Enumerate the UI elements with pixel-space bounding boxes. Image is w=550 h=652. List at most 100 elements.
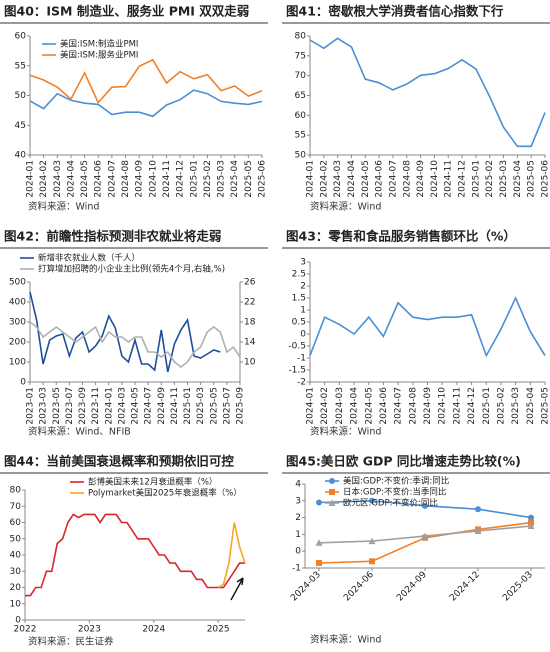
x-tick-label: 2023-11 bbox=[91, 387, 101, 425]
y-tick-label: 4 bbox=[295, 480, 301, 490]
point bbox=[329, 478, 335, 484]
chart-title: 图43：零售和食品服务销售额环比（%） bbox=[286, 229, 516, 244]
y-tick-label: 1 bbox=[295, 530, 301, 540]
x-tick-label: 2025-03 bbox=[217, 160, 227, 198]
x-tick-label: 2024-08 bbox=[402, 160, 412, 198]
y-tick-label: 70 bbox=[10, 502, 22, 512]
x-tick-label: 2024-11 bbox=[452, 387, 462, 425]
legend-label: 美国:ISM:制造业PMI bbox=[60, 39, 138, 50]
x-tick-label: 2024-02 bbox=[319, 160, 329, 198]
point bbox=[369, 558, 375, 565]
series-line bbox=[29, 58, 263, 105]
point bbox=[528, 514, 534, 521]
x-tick-label: 2024 bbox=[142, 625, 165, 635]
x-tick-label: 2025-05 bbox=[209, 387, 219, 425]
y-tick-label: 0 bbox=[20, 378, 26, 388]
y2-tick-label: 14 bbox=[244, 338, 256, 348]
x-tick-label: 2024-10 bbox=[430, 160, 440, 198]
y-tick-label: 30 bbox=[10, 567, 22, 577]
x-tick-label: 2025-05 bbox=[527, 160, 537, 198]
x-tick-label: 2024-02 bbox=[39, 160, 49, 198]
x-tick-label: 2024-11 bbox=[170, 387, 180, 425]
series-line bbox=[25, 513, 245, 597]
x-tick-label: 2025-01 bbox=[189, 160, 199, 198]
x-tick-label: 2023 bbox=[78, 625, 101, 635]
x-tick-label: 2024-01 bbox=[104, 387, 114, 425]
x-tick-label: 2023-03 bbox=[39, 387, 49, 425]
x-tick-label: 2024-05 bbox=[80, 160, 90, 198]
x-tick-label: 2024-11 bbox=[444, 160, 454, 198]
y-tick-label: 200 bbox=[9, 338, 26, 348]
x-tick-label: 2024-05 bbox=[131, 387, 141, 425]
point bbox=[316, 559, 322, 566]
x-tick-label: 2024-12 bbox=[448, 570, 482, 604]
legend-label: 新增非农就业人数（千人） bbox=[38, 253, 140, 264]
y-tick-label: 55 bbox=[295, 131, 306, 141]
legend-label: 日本:GDP:不变价:当季同比 bbox=[343, 487, 446, 498]
x-tick-label: 2024-09 bbox=[157, 387, 167, 425]
y-tick-label: 75 bbox=[295, 51, 306, 61]
x-tick-label: 2024-12 bbox=[458, 160, 468, 198]
x-tick-label: 2025-06 bbox=[258, 160, 268, 198]
x-tick-label: 2024-07 bbox=[107, 160, 117, 198]
legend-label: 打算增加招聘的小企业主比例(领先4个月,右轴,%) bbox=[38, 264, 225, 275]
point bbox=[315, 539, 323, 546]
x-tick-label: 2024-10 bbox=[148, 160, 158, 198]
point bbox=[527, 522, 535, 529]
y-tick-label: 1 bbox=[300, 306, 306, 316]
y2-tick-label: 26 bbox=[244, 278, 256, 288]
x-tick-label: 2022 bbox=[14, 625, 37, 635]
source-note: 资料来源：Wind、NFIB bbox=[28, 426, 131, 438]
x-tick-label: 2024-12 bbox=[467, 387, 477, 425]
x-tick-label: 2025-09 bbox=[236, 387, 246, 425]
y-tick-label: 65 bbox=[295, 91, 306, 101]
source-note: 资料来源：Wind bbox=[310, 634, 381, 646]
x-tick-label: 2024-07 bbox=[388, 160, 398, 198]
x-tick-label: 2023-01 bbox=[26, 387, 36, 425]
x-tick-label: 2025-01 bbox=[183, 387, 193, 425]
y-tick-label: 2 bbox=[295, 513, 301, 523]
x-tick-label: 2024-05 bbox=[364, 387, 374, 425]
y-tick-label: 3 bbox=[300, 258, 306, 268]
x-tick-label: 2024-08 bbox=[408, 387, 418, 425]
x-tick-label: 2025-03 bbox=[499, 160, 509, 198]
x-tick-label: 2024-05 bbox=[361, 160, 371, 198]
legend-label: 美国:ISM:服务业PMI bbox=[60, 50, 138, 61]
x-tick-label: 2025-05 bbox=[244, 160, 254, 198]
x-tick-label: 2024-04 bbox=[66, 160, 76, 198]
x-tick-label: 2023-05 bbox=[52, 387, 62, 425]
x-tick-label: 2024-08 bbox=[121, 160, 131, 198]
chart-title: 图45:美日欧 GDP 同比增速走势比较(%) bbox=[286, 454, 521, 469]
chart-title: 图40：ISM 制造业、服务业 PMI 双双走弱 bbox=[4, 4, 249, 19]
x-tick-label: 2024-11 bbox=[162, 160, 172, 198]
series-line bbox=[29, 321, 241, 369]
y2-tick-label: 22 bbox=[244, 298, 255, 308]
y-tick-label: 45 bbox=[15, 121, 26, 131]
y-tick-label: 60 bbox=[10, 518, 22, 528]
x-tick-label: 2024-06 bbox=[94, 160, 104, 198]
point bbox=[421, 532, 429, 540]
chart-title: 图44：当前美国衰退概率和预期依旧可控 bbox=[4, 454, 234, 469]
point bbox=[475, 506, 481, 513]
legend-label: 美国:GDP:不变价:季调:同比 bbox=[343, 476, 449, 487]
x-tick-label: 2025-03 bbox=[196, 387, 206, 425]
x-tick-label: 2025-04 bbox=[230, 160, 240, 198]
point bbox=[474, 527, 482, 535]
y-tick-label: 40 bbox=[10, 551, 22, 561]
y-tick-label: 0 bbox=[300, 330, 306, 340]
y-tick-label: 80 bbox=[10, 486, 22, 496]
x-tick-label: 2024-09 bbox=[135, 160, 145, 198]
y-tick-label: 10 bbox=[10, 599, 22, 609]
y-tick-label: 3 bbox=[295, 496, 301, 506]
x-tick-label: 2024-03 bbox=[117, 387, 127, 425]
source-note: 资料来源：Wind bbox=[28, 201, 99, 213]
y-tick-label: 0.5 bbox=[292, 318, 306, 328]
source-note: 资料来源：民生证券 bbox=[28, 636, 114, 648]
x-tick-label: 2025-05 bbox=[541, 387, 550, 425]
x-tick-label: 2025-03 bbox=[511, 387, 521, 425]
y-tick-label: 50 bbox=[10, 534, 22, 544]
y-tick-label: 55 bbox=[15, 61, 26, 71]
y-tick-label: -0.5 bbox=[288, 342, 306, 352]
series-line bbox=[217, 522, 246, 589]
